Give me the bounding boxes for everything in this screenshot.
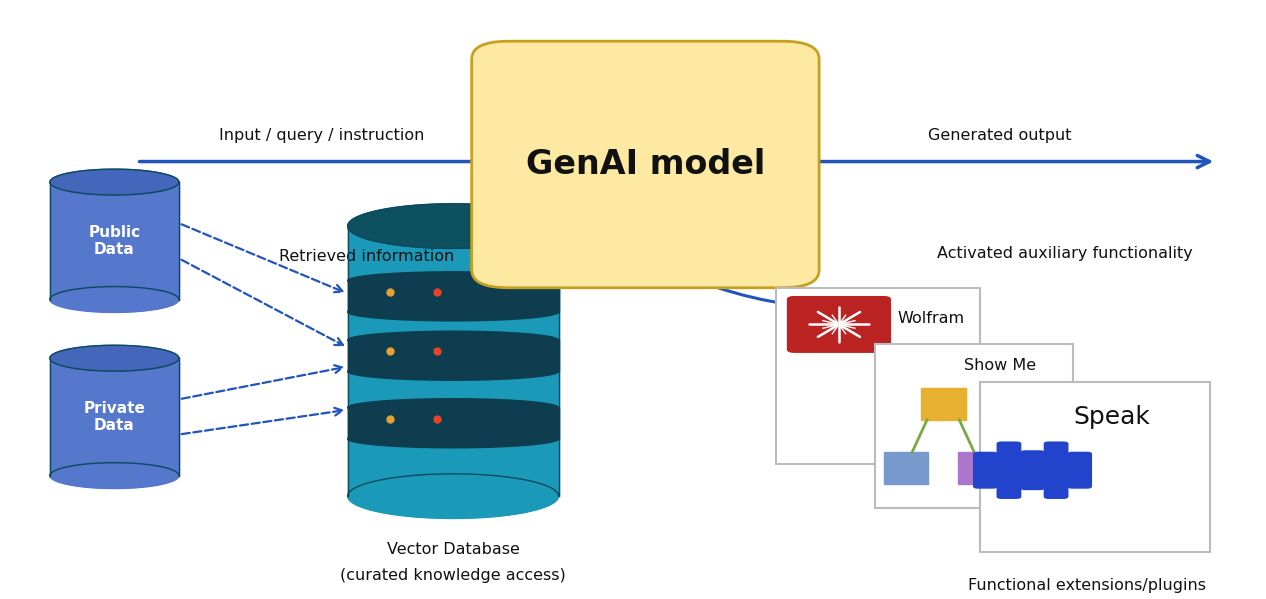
Text: Private
Data: Private Data [84,401,146,433]
FancyBboxPatch shape [1067,452,1093,489]
FancyBboxPatch shape [472,41,819,288]
Polygon shape [348,340,558,371]
Polygon shape [348,408,558,439]
Text: Show Me: Show Me [965,358,1037,373]
Polygon shape [49,345,179,371]
Text: Vector Database: Vector Database [386,542,519,557]
Polygon shape [49,286,179,313]
Bar [958,452,1003,485]
Text: Public
Data: Public Data [89,225,141,257]
FancyBboxPatch shape [980,382,1210,552]
Polygon shape [49,169,179,195]
Polygon shape [348,474,558,519]
Polygon shape [348,272,558,290]
Polygon shape [348,303,558,321]
Polygon shape [348,430,558,448]
FancyBboxPatch shape [1020,450,1044,490]
FancyBboxPatch shape [1043,441,1069,499]
Bar [884,452,928,485]
Polygon shape [348,331,558,349]
Text: Functional extensions/plugins: Functional extensions/plugins [968,579,1206,594]
FancyBboxPatch shape [875,343,1074,508]
Text: Activated auxiliary functionality: Activated auxiliary functionality [937,246,1193,261]
Polygon shape [49,182,179,300]
FancyBboxPatch shape [776,288,980,464]
FancyBboxPatch shape [974,452,998,489]
Text: Speak: Speak [1074,405,1151,429]
Text: (curated knowledge access): (curated knowledge access) [341,568,566,583]
Bar [920,388,966,420]
Text: Retrieved information: Retrieved information [279,249,454,264]
Polygon shape [348,399,558,416]
FancyBboxPatch shape [787,296,891,353]
Text: Wolfram: Wolfram [898,311,965,326]
Polygon shape [348,281,558,312]
Text: Input / query / instruction: Input / query / instruction [219,128,424,143]
Polygon shape [348,226,558,496]
FancyBboxPatch shape [996,441,1022,499]
Polygon shape [348,362,558,380]
Text: Generated output: Generated output [928,128,1072,143]
Polygon shape [49,462,179,489]
Polygon shape [49,358,179,476]
Text: GenAI model: GenAI model [525,148,765,181]
Polygon shape [348,204,558,249]
